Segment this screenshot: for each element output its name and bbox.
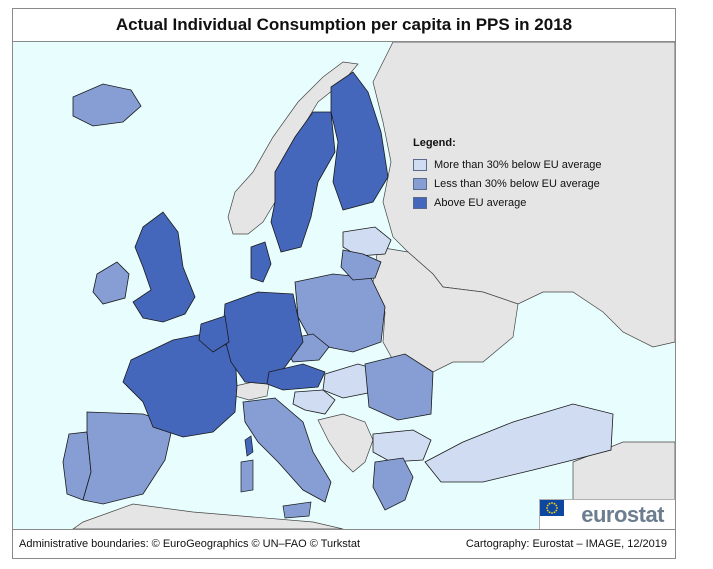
region-switzerland	[234, 381, 270, 401]
region-western-balkans	[317, 413, 374, 473]
europe-map	[62, 42, 675, 529]
legend-class-dark	[122, 71, 389, 438]
eurostat-logo: eurostat	[539, 499, 675, 529]
region-sicily	[282, 501, 312, 519]
region-romania	[364, 353, 434, 421]
legend-swatch-light	[413, 158, 427, 171]
region-latvia	[342, 226, 392, 257]
region-greece	[372, 457, 414, 511]
map-footer: Administrative boundaries: © EuroGeograp…	[13, 529, 675, 559]
region-bulgaria	[372, 429, 432, 463]
legend-class-light	[292, 226, 614, 483]
footer-boundaries-credit: Administrative boundaries: © EuroGeograp…	[19, 538, 361, 550]
region-ukraine-belarus	[372, 246, 519, 373]
region-iceland	[72, 83, 142, 127]
region-corsica	[244, 435, 254, 457]
region-italy	[242, 397, 332, 503]
legend-swatch-dark	[413, 196, 427, 209]
legend-class-medium	[62, 83, 434, 511]
region-sweden	[270, 111, 336, 253]
non-eu-land	[72, 42, 675, 529]
region-croatia	[292, 389, 336, 415]
legend-label-light: More than 30% below EU average	[434, 158, 602, 171]
legend-title: Legend:	[413, 137, 456, 149]
brand-name: eurostat	[581, 501, 664, 527]
region-austria	[266, 363, 326, 391]
eu-flag-icon	[540, 500, 564, 516]
islands	[244, 435, 254, 457]
region-poland	[294, 273, 386, 353]
region-north-africa	[72, 503, 344, 529]
region-sardinia	[240, 459, 254, 493]
region-norway	[227, 61, 359, 235]
legend-item-light: More than 30% below EU average	[413, 155, 602, 174]
region-finland	[330, 71, 389, 211]
map-frame: Actual Individual Consumption per capita…	[12, 8, 676, 559]
map-legend: Legend: More than 30% below EU average L…	[413, 137, 602, 212]
region-turkey	[424, 403, 614, 483]
legend-swatch-medium	[413, 177, 427, 190]
legend-item-medium: Less than 30% below EU average	[413, 174, 602, 193]
region-germany	[222, 291, 304, 385]
map-area: Legend: More than 30% below EU average L…	[13, 42, 675, 529]
region-united-kingdom	[132, 211, 196, 323]
region-ireland	[92, 261, 130, 305]
legend-item-dark: Above EU average	[413, 193, 602, 212]
region-benelux	[198, 315, 230, 353]
footer-cartography-credit: Cartography: Eurostat – IMAGE, 12/2019	[465, 538, 667, 550]
region-denmark	[250, 241, 272, 283]
legend-label-medium: Less than 30% below EU average	[434, 177, 600, 190]
map-title: Actual Individual Consumption per capita…	[13, 9, 675, 42]
islands-medium	[240, 459, 312, 519]
region-lithuania	[340, 249, 382, 281]
legend-label-dark: Above EU average	[434, 196, 527, 209]
